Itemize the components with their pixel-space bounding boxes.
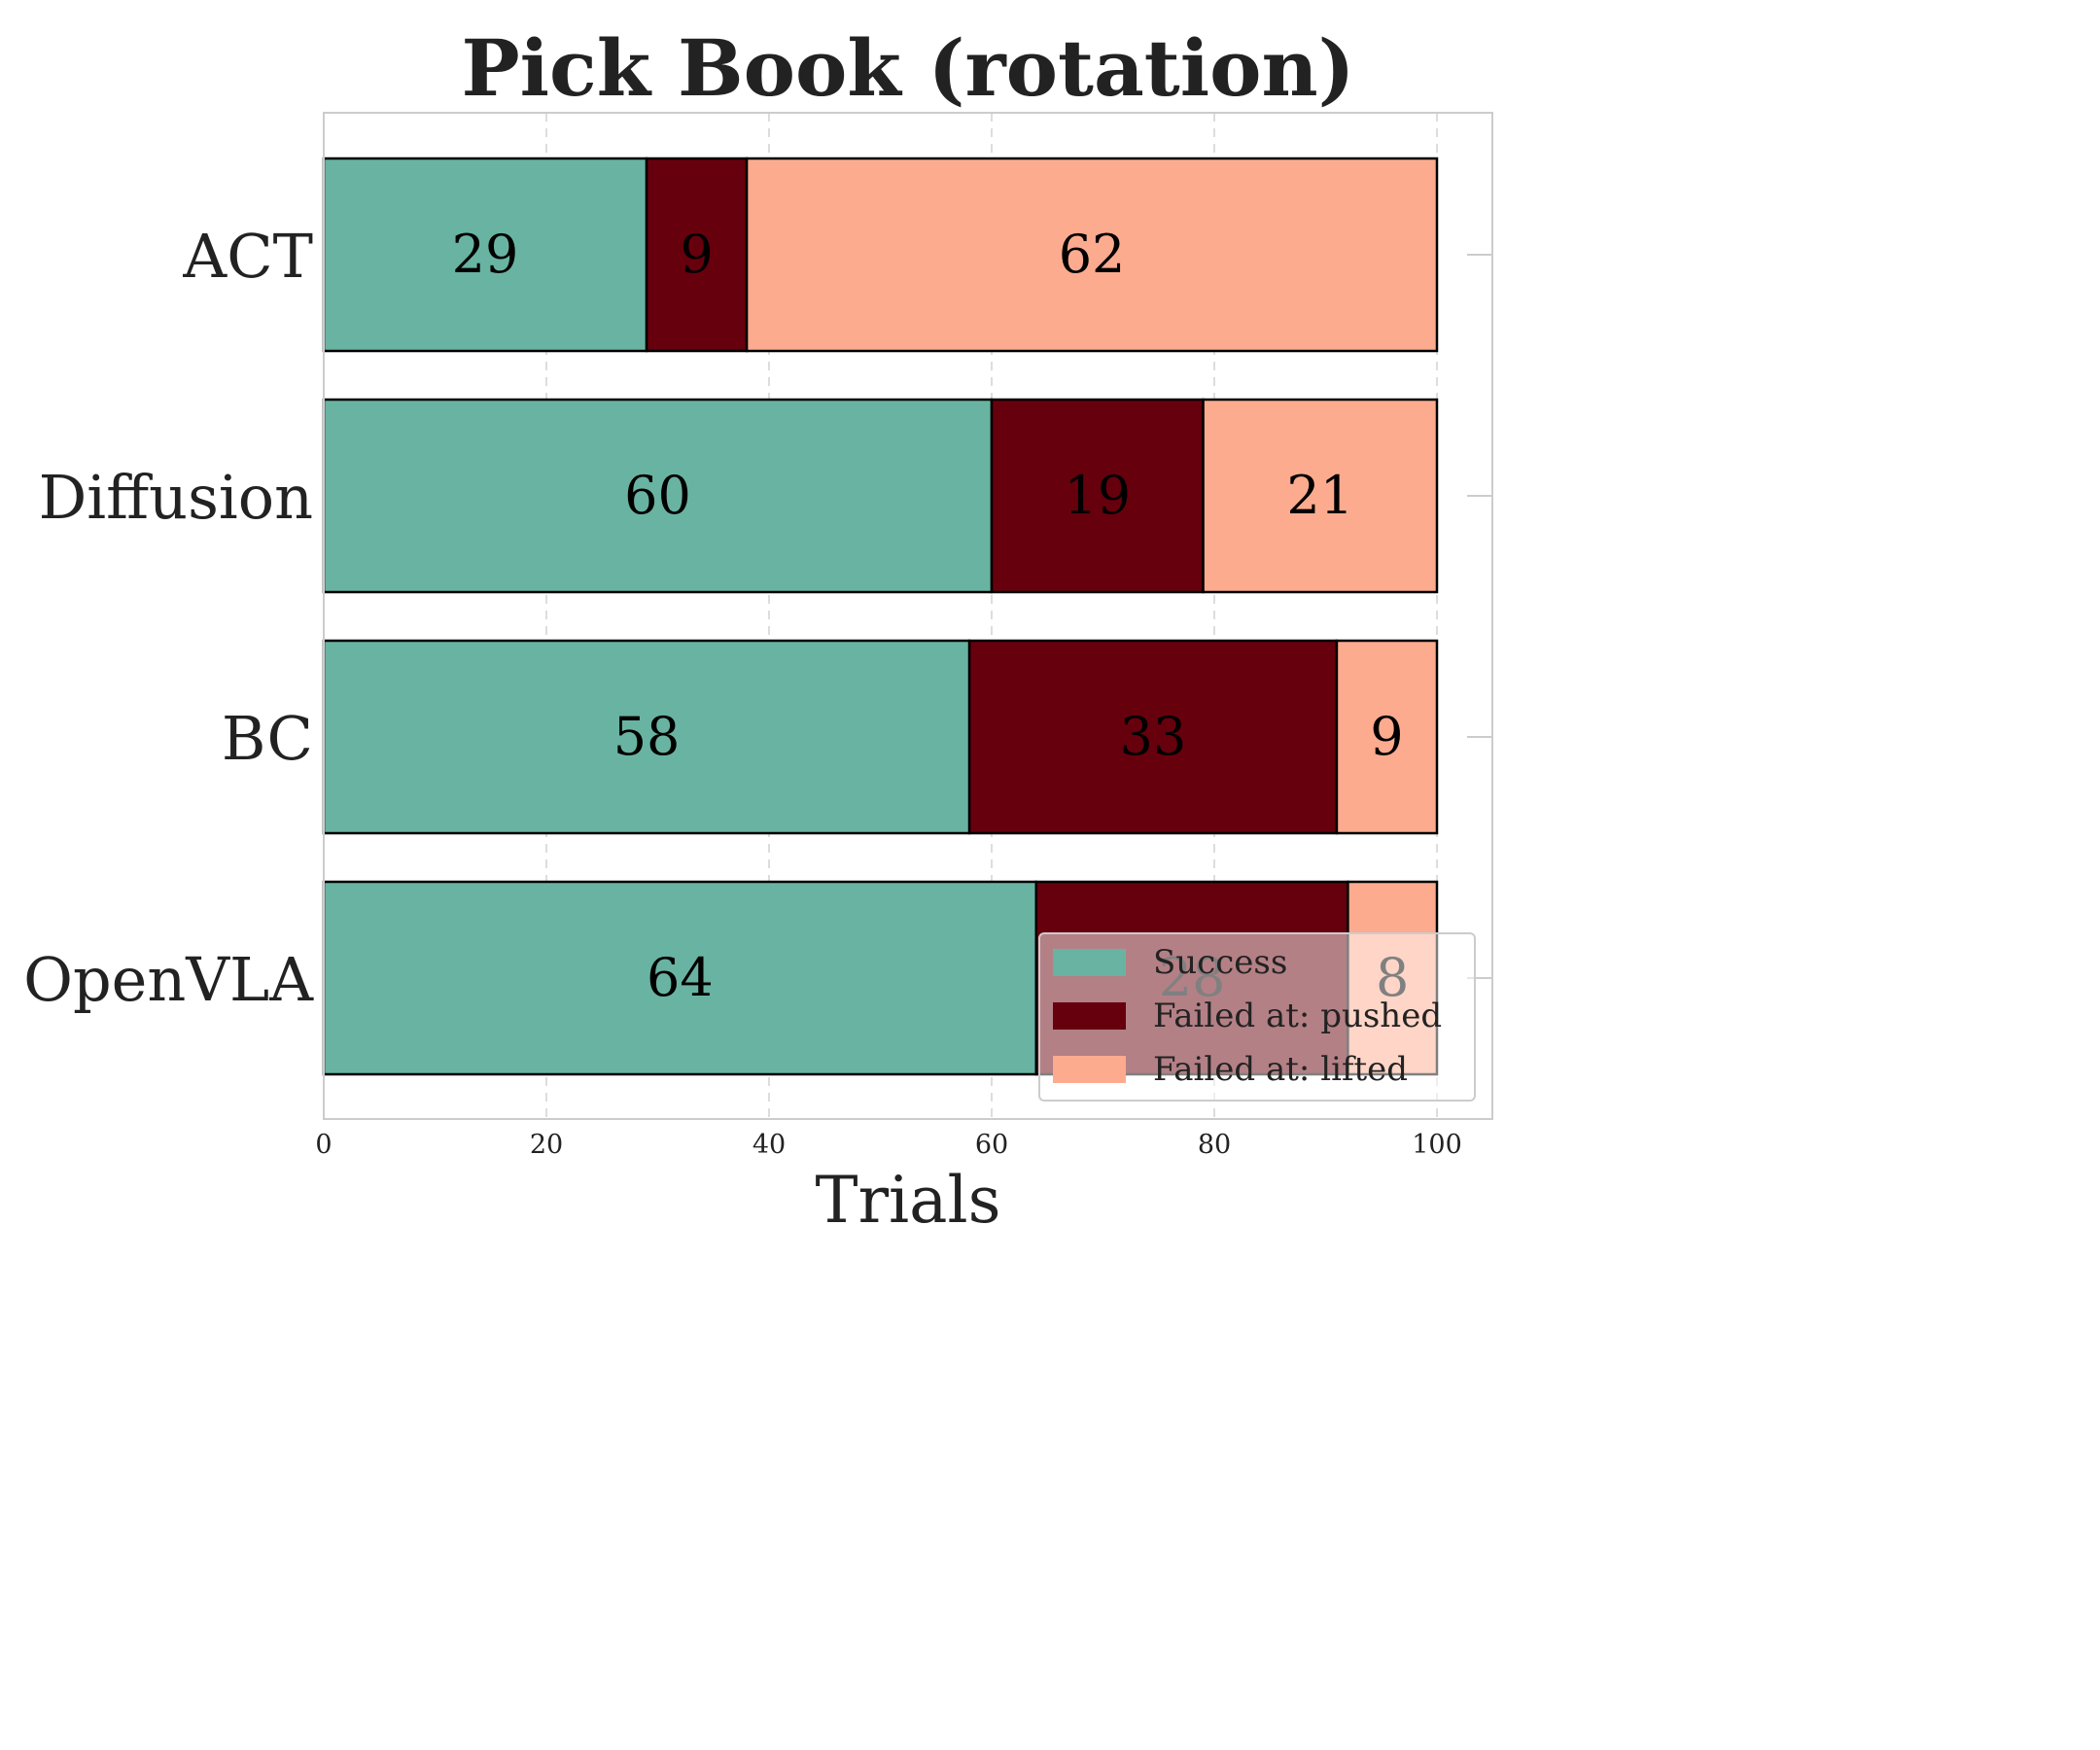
bar-label-diffusion-series-1: 19 bbox=[1064, 465, 1131, 526]
bar-diffusion-series-1 bbox=[990, 398, 1205, 594]
x-tick-label-60: 60 bbox=[975, 1130, 1008, 1160]
legend-swatch-0 bbox=[1053, 949, 1126, 976]
y-tick-labels: ACT Diffusion BC OpenVLA bbox=[23, 221, 314, 1015]
x-tick-label-0: 0 bbox=[315, 1130, 332, 1160]
legend-label-0: Success bbox=[1153, 943, 1287, 982]
legend-swatch-2 bbox=[1053, 1056, 1126, 1083]
bar-label-act-series-1: 9 bbox=[680, 224, 713, 285]
legend: Success Failed at: pushed Failed at: lifte… bbox=[1038, 932, 1476, 1102]
bar-label-bc-series-2: 9 bbox=[1370, 706, 1403, 767]
x-tick-label-20: 20 bbox=[530, 1130, 563, 1160]
bar-label-openvla-series-0: 64 bbox=[647, 947, 714, 1008]
bar-label-bc-series-1: 33 bbox=[1120, 706, 1187, 767]
y-tick-label-act: ACT bbox=[182, 221, 313, 292]
bar-label-act-series-2: 62 bbox=[1059, 224, 1126, 285]
x-axis-label: Trials bbox=[815, 1163, 1000, 1238]
bar-bc-series-2 bbox=[1335, 639, 1439, 835]
bar-bc-series-0 bbox=[322, 639, 971, 835]
legend-swatch-1 bbox=[1053, 1002, 1126, 1030]
legend-label-2: Failed at: lifted bbox=[1153, 1050, 1408, 1089]
bar-label-diffusion-series-2: 21 bbox=[1286, 465, 1353, 526]
legend-label-1: Failed at: pushed bbox=[1153, 997, 1442, 1035]
y-tick-label-openvla: OpenVLA bbox=[23, 944, 314, 1015]
bar-label-act-series-0: 29 bbox=[452, 224, 519, 285]
bar-act-series-2 bbox=[745, 157, 1439, 353]
bar-label-diffusion-series-0: 60 bbox=[624, 465, 691, 526]
plot-frame bbox=[323, 112, 1493, 1120]
x-tick-label-40: 40 bbox=[752, 1130, 786, 1160]
bar-diffusion-series-0 bbox=[322, 398, 994, 594]
y-tick-label-bc: BC bbox=[222, 703, 313, 774]
chart: 299626019215833964288 ACTDiffusionBCOpen… bbox=[23, 22, 1493, 1238]
bar-diffusion-series-2 bbox=[1202, 398, 1439, 594]
bar-act-series-1 bbox=[645, 157, 749, 353]
x-tick-labels: 0 20 40 60 80 100 bbox=[315, 1130, 1461, 1160]
x-tick-label-100: 100 bbox=[1412, 1130, 1462, 1160]
bars bbox=[322, 157, 1439, 1076]
y-tick-label-diffusion: Diffusion bbox=[39, 462, 313, 533]
bar-act-series-0 bbox=[322, 157, 648, 353]
bar-openvla-series-0 bbox=[322, 880, 1038, 1076]
bar-label-bc-series-0: 58 bbox=[613, 706, 681, 767]
chart-title: Pick Book (rotation) bbox=[461, 22, 1354, 114]
legend-box bbox=[1038, 932, 1476, 1102]
x-tick-label-80: 80 bbox=[1198, 1130, 1231, 1160]
